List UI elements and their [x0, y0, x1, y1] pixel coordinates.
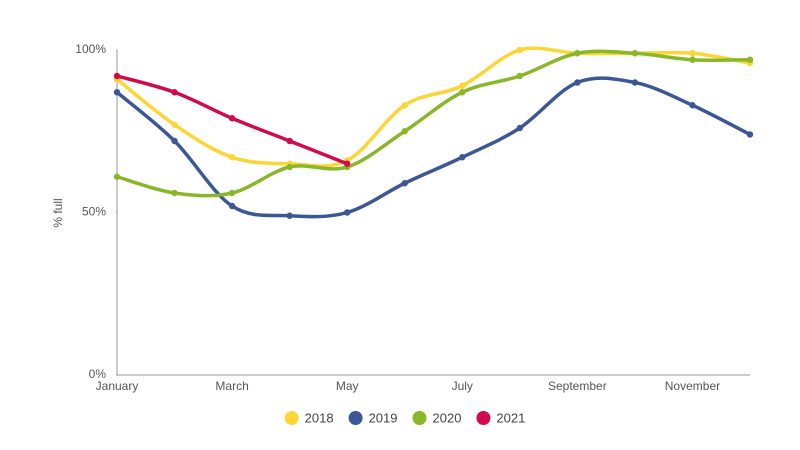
- legend-label: 2020: [433, 410, 462, 425]
- data-point: [401, 180, 408, 187]
- data-point: [171, 121, 178, 128]
- data-point: [401, 102, 408, 109]
- series-line: [115, 76, 752, 219]
- y-tick-label: 0%: [89, 367, 107, 381]
- data-point: [228, 189, 236, 197]
- legend-label: 2021: [496, 410, 525, 425]
- data-point: [113, 173, 121, 180]
- data-point: [343, 209, 351, 216]
- data-point: [516, 46, 524, 54]
- data-point: [286, 212, 293, 219]
- legend-swatch: [412, 411, 427, 425]
- data-point: [286, 163, 293, 171]
- data-point: [113, 89, 121, 96]
- legend-swatch: [476, 411, 491, 425]
- data-point: [574, 79, 581, 86]
- data-point: [286, 137, 293, 145]
- series-line: [115, 49, 752, 198]
- legend-label: 2018: [305, 410, 334, 425]
- legend-swatch: [284, 411, 299, 425]
- data-point: [401, 128, 408, 135]
- data-point: [113, 72, 121, 80]
- data-point: [228, 202, 236, 210]
- data-point: [459, 82, 466, 89]
- data-point: [343, 160, 351, 167]
- data-point: [171, 137, 178, 145]
- data-point: [459, 89, 466, 96]
- data-point: [171, 89, 178, 96]
- data-point: [689, 56, 696, 63]
- data-point: [516, 124, 524, 132]
- x-tick-label: March: [215, 379, 248, 393]
- data-point: [689, 50, 696, 57]
- x-tick-label: January: [96, 379, 139, 393]
- data-point: [746, 56, 754, 63]
- x-tick-label: November: [665, 379, 720, 393]
- legend-swatch: [348, 411, 363, 425]
- y-axis-label: % full: [51, 198, 65, 227]
- y-tick-label: 100%: [75, 42, 106, 56]
- data-point: [689, 102, 696, 109]
- data-point: [228, 154, 236, 161]
- data-point: [631, 50, 639, 57]
- x-tick-label: May: [336, 379, 359, 393]
- data-point: [631, 79, 639, 86]
- data-point: [574, 50, 581, 57]
- data-point: [516, 72, 524, 80]
- x-tick-label: July: [452, 379, 473, 393]
- data-point: [746, 131, 754, 138]
- legend-label: 2019: [369, 410, 398, 425]
- data-point: [171, 189, 178, 197]
- data-point: [228, 115, 236, 122]
- data-point: [459, 154, 466, 161]
- y-tick-label: 50%: [82, 205, 106, 219]
- x-tick-label: September: [548, 379, 607, 393]
- legend: 2018 2019 2020 2021: [284, 410, 525, 425]
